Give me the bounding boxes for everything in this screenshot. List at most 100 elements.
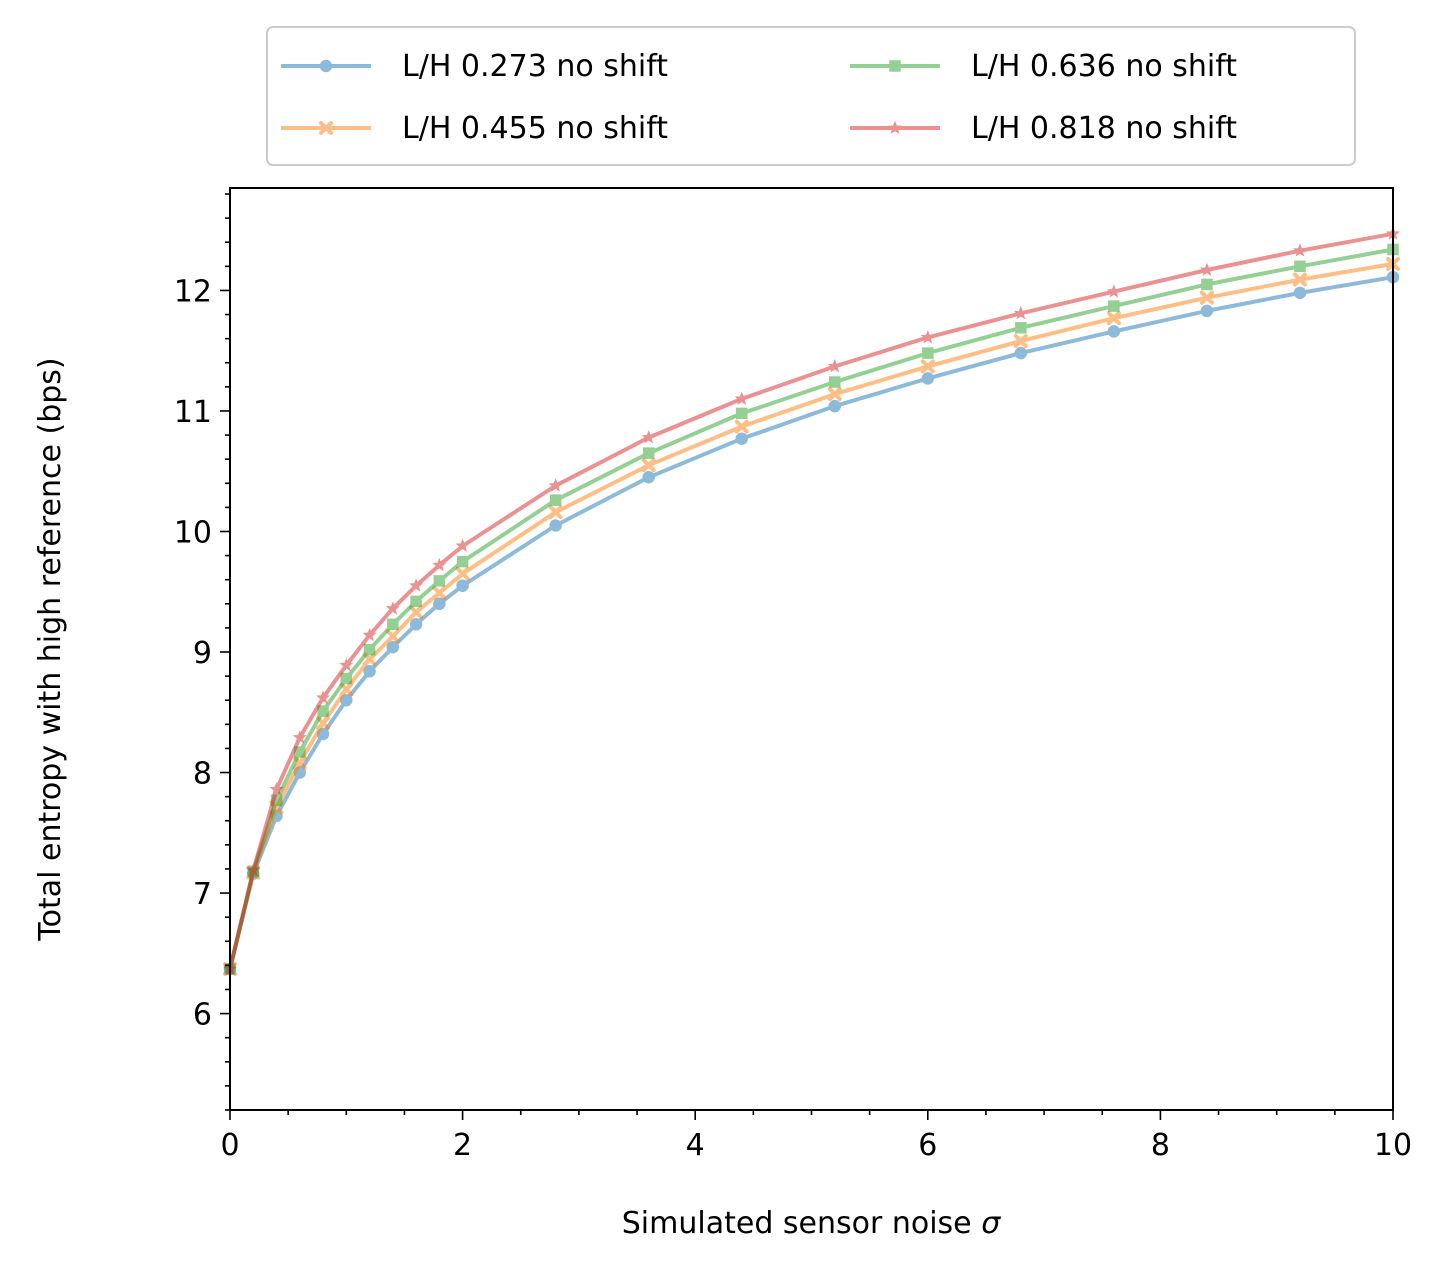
data-point [734, 419, 749, 434]
y-tick-label: 7 [193, 877, 212, 912]
x-tick-label: 4 [686, 1128, 705, 1163]
data-point [641, 430, 656, 444]
data-point [455, 566, 470, 581]
data-point [1292, 272, 1307, 287]
data-point [433, 575, 446, 587]
data-point [1013, 305, 1028, 320]
x-tick-label: 8 [1151, 1128, 1170, 1163]
data-point [456, 555, 469, 568]
data-point [1013, 334, 1028, 349]
legend-item-2: L/H 0.455 no shift [281, 111, 668, 146]
data-point [362, 627, 377, 642]
data-point [734, 391, 749, 405]
y-tick-label: 11 [174, 395, 212, 430]
data-point [641, 458, 656, 473]
y-axis-label: Total entropy with high reference (bps) [33, 357, 68, 941]
data-point [340, 672, 353, 685]
legend-marker [887, 120, 903, 134]
data-point [456, 579, 469, 592]
x-axis-label: Simulated sensor noise σ [622, 1206, 1001, 1241]
y-axis: 6 7 8 9 10 11 12 [174, 193, 230, 1111]
data-point [549, 519, 562, 532]
data-point [1014, 346, 1028, 360]
data-point [1108, 300, 1120, 312]
x-axis-label-symbol: σ [981, 1206, 1001, 1241]
x-tick-label: 6 [918, 1128, 937, 1163]
data-point [735, 407, 748, 420]
data-point [642, 471, 655, 484]
data-point [363, 643, 376, 656]
data-point [1201, 278, 1213, 291]
data-point [455, 538, 470, 552]
data-point [921, 372, 935, 385]
data-point [548, 478, 563, 492]
data-point [292, 730, 307, 744]
y-tick-label: 12 [174, 274, 212, 309]
data-point [363, 665, 376, 678]
legend-swatch [281, 59, 371, 73]
legend-label: L/H 0.273 no shift [402, 49, 668, 84]
data-point [827, 359, 842, 373]
data-point [827, 387, 842, 402]
data-point [387, 618, 399, 631]
data-point [1200, 304, 1214, 318]
data-point [1292, 243, 1307, 257]
data-point [922, 347, 934, 359]
legend-label: L/H 0.636 no shift [971, 49, 1237, 84]
legend-marker [319, 59, 333, 73]
data-point [1199, 290, 1214, 305]
x-axis: 0 2 4 6 8 10 [220, 1110, 1412, 1163]
data-point [432, 585, 447, 600]
legend-label: L/H 0.818 no shift [971, 111, 1237, 146]
data-point [920, 330, 935, 344]
data-point [920, 359, 935, 374]
data-point [549, 494, 562, 506]
data-point [385, 629, 400, 644]
x-axis-label-text: Simulated sensor noise [622, 1206, 972, 1241]
data-point [1293, 286, 1307, 300]
data-point [409, 618, 423, 631]
data-point [828, 399, 842, 413]
x-tick-label: 2 [453, 1128, 472, 1163]
data-point [1106, 284, 1121, 298]
data-point [339, 657, 354, 672]
data-point [433, 597, 446, 611]
data-point [410, 595, 422, 608]
x-tick-label: 10 [1374, 1128, 1412, 1163]
data-point [409, 578, 424, 592]
data-point [642, 447, 655, 459]
data-point [246, 862, 261, 877]
data-point [317, 705, 329, 717]
series-3 [224, 243, 1399, 975]
data-point [1199, 262, 1214, 276]
y-tick-label: 8 [193, 757, 212, 792]
data-point [1107, 325, 1121, 338]
data-point [386, 640, 400, 654]
legend-marker [889, 60, 901, 72]
legend-box [266, 26, 1356, 166]
legend-item-4: L/H 0.818 no shift [850, 111, 1237, 146]
legend-swatch [281, 121, 371, 135]
y-tick-label: 6 [193, 998, 212, 1033]
legend-swatch [850, 120, 940, 134]
series-layer [222, 226, 1401, 976]
data-point [1294, 260, 1306, 273]
x-tick-label: 0 [220, 1128, 239, 1163]
legend-marker [319, 121, 333, 135]
data-point [409, 605, 424, 620]
legend-item-1: L/H 0.273 no shift [281, 49, 668, 84]
y-tick-label: 10 [174, 515, 212, 550]
data-point [385, 601, 400, 615]
data-point [829, 376, 841, 388]
data-point [316, 690, 331, 704]
legend-label: L/H 0.455 no shift [402, 111, 668, 146]
data-point [1106, 311, 1121, 326]
data-point [1015, 322, 1027, 334]
legend-item-3: L/H 0.636 no shift [850, 49, 1237, 84]
data-point [269, 782, 284, 796]
data-point [548, 505, 563, 520]
legend-swatch [850, 60, 940, 72]
legend: L/H 0.273 no shift L/H 0.455 no shift L/H … [266, 26, 1356, 166]
